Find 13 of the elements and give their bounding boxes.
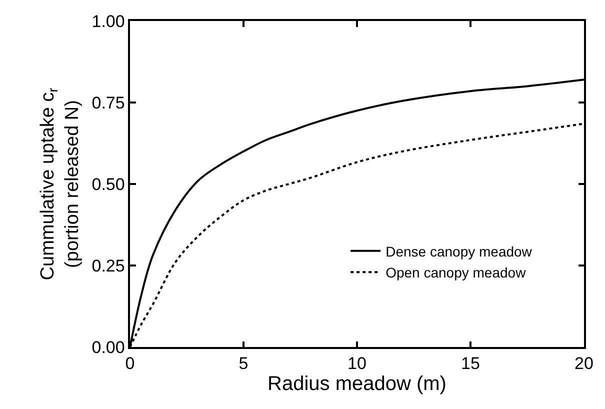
y-tick-label: 0.50	[92, 174, 125, 194]
legend-label: Dense canopy meadow	[386, 243, 533, 260]
y-tick-label: 0.75	[92, 93, 125, 112]
y-tick-label: 1.00	[92, 12, 125, 31]
x-tick-label: 20	[574, 354, 594, 374]
y-tick-label: 0.00	[92, 338, 125, 357]
x-tick-label: 10	[348, 354, 366, 374]
x-axis-title: Radius meadow (m)	[268, 373, 446, 396]
y-tick-label: 0.25	[92, 256, 125, 276]
x-tick-label: 15	[461, 354, 480, 374]
legend-label: Open canopy meadow	[386, 264, 527, 281]
x-tick-label: 5	[238, 354, 248, 374]
x-tick-label: 0	[125, 354, 135, 374]
